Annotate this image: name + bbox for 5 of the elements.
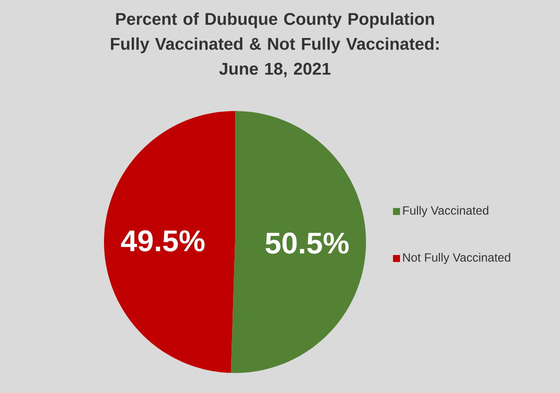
data-label: 50.5% [266, 232, 349, 254]
data-label: 49.5% [121, 230, 205, 252]
legend-label: Fully Vaccinated [403, 206, 488, 218]
legend-label: Not Fully Vaccinated [403, 252, 510, 264]
chart-title: Percent of Dubuque County Population Fully Vaccinated & Not Fully Vaccinated: June 18, 2021 [110, 12, 439, 78]
